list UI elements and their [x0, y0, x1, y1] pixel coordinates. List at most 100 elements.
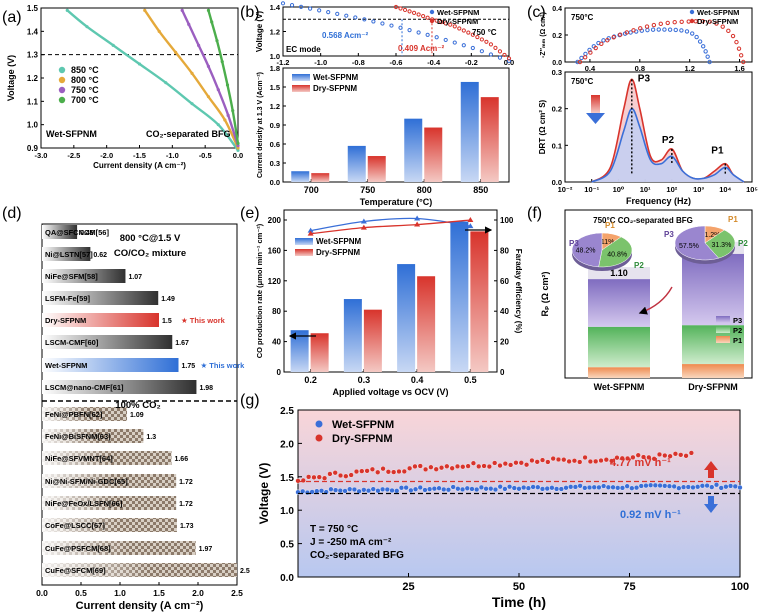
- panel-g-point-Wet-SFPNM: [657, 482, 663, 489]
- panel-g-point-Dry-SFPNM: [603, 457, 609, 463]
- panel-d-category-label: LSCM@nano-CMF[61]: [45, 383, 124, 392]
- panel-d-value-label: 1.72: [179, 479, 193, 486]
- panel-f-wet-pie-label: P2: [634, 261, 644, 270]
- panel-c-bottom-temp-label: 750°C: [571, 77, 594, 86]
- panel-e-xtick-label: 0.3: [358, 375, 371, 385]
- panel-c-top-point-0: [587, 47, 592, 53]
- panel-b-top-point-1: [484, 39, 489, 44]
- panel-c-bottom-arrow-body: [591, 95, 600, 113]
- panel-g-point-Wet-SFPNM: [347, 486, 353, 492]
- panel-e-bar-Wet-SFPNM: [343, 299, 362, 372]
- panel-g-ytick-label: 0.0: [280, 573, 294, 584]
- panel-f-stack-P3: [682, 253, 744, 326]
- panel-c-bottom-xtick-label: 10¹: [640, 185, 651, 194]
- panel-g-point-Dry-SFPNM: [353, 468, 360, 475]
- panel-g-xtick-label: 25: [402, 581, 414, 593]
- panel-a-ylabel: Voltage (V): [6, 55, 16, 101]
- panel-d-axes: [41, 223, 238, 586]
- panel-g-point-Wet-SFPNM: [398, 485, 405, 491]
- panel-g-point-Wet-SFPNM: [431, 486, 437, 492]
- panel-b-bottom-ytick-label: 0.0: [270, 178, 280, 187]
- panel-e-legend-label: Wet-SFPNM: [316, 237, 362, 246]
- panel-g-point-Wet-SFPNM: [727, 483, 734, 489]
- panel-f-wet-pie-value: 11%: [601, 239, 615, 246]
- panel-d-category-label: Dry-SFPNM: [45, 316, 86, 325]
- panel-g-point-Dry-SFPNM: [683, 453, 689, 459]
- panel-c-top-point-1: [736, 46, 742, 51]
- panel-c-top-point-0: [705, 54, 710, 59]
- panel-e-ytick-label: 0: [277, 368, 282, 377]
- panel-b-top-annotation-dry: 0.409 Acm⁻²: [398, 44, 445, 53]
- panel-b-top-point-0: [425, 32, 430, 37]
- panel-a-point: [236, 141, 240, 145]
- panel-c-top-point-0: [700, 44, 706, 49]
- panel-c-top-point-0: [645, 27, 650, 33]
- panel-e-ytick-label: 120: [268, 277, 282, 286]
- panel-a-point: [180, 8, 184, 12]
- panel-a-series-2: [181, 9, 240, 147]
- panel-b-bottom-ylabel: Current density at 1.3 V (Acm⁻²): [257, 72, 264, 178]
- panel-g-point-Wet-SFPNM: [333, 487, 339, 493]
- panel-g-point-Wet-SFPNM: [680, 484, 687, 490]
- panel-c-bottom-ytick-label: 0.3: [552, 68, 562, 77]
- panel-d-bar-fade: [42, 429, 98, 443]
- panel-b-top-point-1: [448, 22, 453, 27]
- panel-b-top-point-0: [362, 17, 367, 22]
- panel-f-legend-label: P3: [733, 316, 742, 325]
- panel-c-top-ytick-label: 0.2: [552, 33, 562, 40]
- panel-c-top-xtick-label: 0.8: [635, 64, 645, 73]
- panel-g-point-Dry-SFPNM: [407, 465, 413, 471]
- panel-g-point-Wet-SFPNM: [676, 485, 682, 491]
- panel-g-point-Dry-SFPNM: [412, 463, 418, 470]
- panel-g-point-Dry-SFPNM: [508, 462, 514, 468]
- panel-g-point-Wet-SFPNM: [662, 483, 668, 489]
- panel-g-point-Wet-SFPNM: [483, 486, 489, 492]
- panel-d-value-label: 1.72: [179, 501, 193, 508]
- panel-g-point-Dry-SFPNM: [438, 465, 445, 471]
- panel-c-top-point-0: [703, 49, 708, 54]
- panel-g-point-Dry-SFPNM: [577, 459, 583, 465]
- panel-d-bar-fade: [42, 541, 127, 555]
- panel-c-top-point-1: [593, 45, 598, 51]
- panel-c-top-point-1: [651, 22, 657, 28]
- panel-d-bar-fade: [42, 407, 89, 421]
- panel-d-xtick-label: 1.0: [114, 588, 126, 598]
- panel-g-point-Dry-SFPNM: [337, 472, 344, 479]
- panel-e-ytick-label: 200: [268, 216, 282, 225]
- panel-g-point-Wet-SFPNM: [633, 485, 640, 491]
- panel-g-point-Wet-SFPNM: [318, 488, 325, 494]
- panel-a-point: [231, 109, 235, 113]
- panel-g-point-Dry-SFPNM: [476, 463, 482, 470]
- panel-e-bar-Wet-SFPNM: [290, 330, 309, 372]
- panel-f-dry-pie-label: P3: [664, 230, 674, 239]
- panel-g-point-Wet-SFPNM: [695, 484, 701, 490]
- panel-d-xtick-label: 2.5: [231, 588, 243, 598]
- panel-g-point-Wet-SFPNM: [351, 486, 358, 493]
- panel-e-faraday-marker: [467, 223, 474, 229]
- panel-d-value-label: 1.09: [130, 412, 144, 419]
- panel-g-point-Wet-SFPNM: [638, 483, 644, 489]
- panel-c-top-point-1: [707, 19, 712, 24]
- panel-b-top-xtick-label: -0.2: [465, 58, 478, 67]
- panel-f-dry-pie-label: P1: [728, 215, 738, 224]
- panel-g-point-Dry-SFPNM: [343, 473, 349, 479]
- panel-e-faraday-marker: [414, 221, 421, 227]
- panel-b-bottom-legend-label: Wet-SFPNM: [313, 73, 359, 82]
- panel-g-point-Wet-SFPNM: [506, 484, 513, 490]
- panel-a-point: [236, 146, 240, 150]
- panel-c-top-path-0: [578, 30, 710, 62]
- panel-b-top-point-1: [493, 45, 498, 50]
- panel-g-legend-marker: [315, 434, 323, 442]
- panel-c-top-point-1: [679, 19, 684, 24]
- panel-b-top-point-0: [488, 52, 494, 57]
- panel-g-point-Wet-SFPNM: [361, 487, 367, 493]
- panel-g-point-Wet-SFPNM: [375, 488, 381, 494]
- panel-b-top-point-0: [452, 40, 457, 45]
- panel-d-bar: [42, 380, 197, 394]
- panel-b-top-point-1: [411, 10, 417, 15]
- panel-g-point-Dry-SFPNM: [672, 451, 679, 457]
- panel-c-top-point-0: [575, 59, 580, 65]
- panel-c-top-point-1: [644, 24, 650, 29]
- panel-f-stack-P1: [682, 364, 744, 378]
